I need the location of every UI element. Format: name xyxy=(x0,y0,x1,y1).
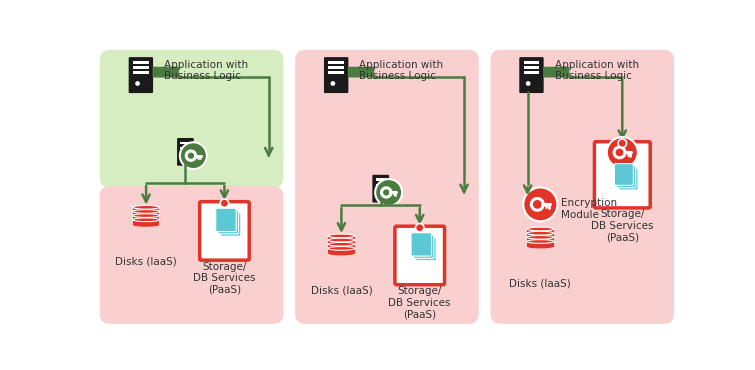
FancyBboxPatch shape xyxy=(395,226,445,285)
FancyBboxPatch shape xyxy=(296,51,478,323)
Circle shape xyxy=(415,223,424,232)
Ellipse shape xyxy=(133,214,159,218)
Bar xyxy=(328,248,355,253)
Ellipse shape xyxy=(527,245,553,248)
FancyBboxPatch shape xyxy=(177,138,194,166)
FancyBboxPatch shape xyxy=(594,142,650,208)
Bar xyxy=(133,66,149,69)
FancyBboxPatch shape xyxy=(519,57,544,93)
FancyBboxPatch shape xyxy=(617,166,636,188)
FancyBboxPatch shape xyxy=(218,211,239,234)
FancyBboxPatch shape xyxy=(416,238,436,261)
Text: Storage/
DB Services
(PaaS): Storage/ DB Services (PaaS) xyxy=(193,262,256,295)
Ellipse shape xyxy=(133,209,159,213)
Bar xyxy=(180,147,190,149)
Bar xyxy=(133,207,159,212)
Circle shape xyxy=(180,142,207,169)
FancyBboxPatch shape xyxy=(324,57,348,93)
FancyBboxPatch shape xyxy=(216,208,236,232)
FancyBboxPatch shape xyxy=(348,67,374,77)
FancyBboxPatch shape xyxy=(220,213,241,236)
FancyBboxPatch shape xyxy=(199,202,249,260)
Ellipse shape xyxy=(133,218,159,222)
Bar xyxy=(376,178,386,181)
FancyBboxPatch shape xyxy=(619,168,638,190)
FancyBboxPatch shape xyxy=(615,164,633,185)
Circle shape xyxy=(375,179,402,206)
Bar xyxy=(133,61,149,64)
Ellipse shape xyxy=(133,205,159,209)
Ellipse shape xyxy=(527,227,553,231)
Text: Encryption
Module: Encryption Module xyxy=(561,198,618,220)
Ellipse shape xyxy=(527,235,553,239)
Circle shape xyxy=(331,81,335,86)
Ellipse shape xyxy=(328,238,355,242)
Text: Disks (IaaS): Disks (IaaS) xyxy=(310,285,372,295)
FancyBboxPatch shape xyxy=(100,187,282,323)
Bar xyxy=(133,71,149,74)
Ellipse shape xyxy=(328,246,355,250)
Circle shape xyxy=(135,81,140,86)
Circle shape xyxy=(525,81,531,86)
FancyBboxPatch shape xyxy=(411,233,432,256)
Bar xyxy=(376,184,386,186)
Ellipse shape xyxy=(527,231,553,235)
Text: Storage/
DB Services
(PaaS): Storage/ DB Services (PaaS) xyxy=(591,209,654,243)
Text: Application with
Business Logic: Application with Business Logic xyxy=(359,60,443,81)
FancyBboxPatch shape xyxy=(153,67,179,77)
Bar xyxy=(328,71,344,74)
Ellipse shape xyxy=(527,240,553,243)
Bar xyxy=(328,240,355,245)
Bar xyxy=(527,229,553,234)
Ellipse shape xyxy=(328,234,355,238)
Bar xyxy=(133,216,159,221)
Bar xyxy=(133,220,159,225)
Text: Disks (IaaS): Disks (IaaS) xyxy=(510,278,572,288)
Bar xyxy=(523,71,539,74)
Circle shape xyxy=(618,139,627,148)
Circle shape xyxy=(182,156,186,161)
Bar xyxy=(527,242,553,246)
Text: Application with
Business Logic: Application with Business Logic xyxy=(555,60,639,81)
Bar xyxy=(328,66,344,69)
Bar xyxy=(180,142,190,144)
Circle shape xyxy=(607,137,638,168)
FancyBboxPatch shape xyxy=(128,57,153,93)
Bar xyxy=(523,61,539,64)
Ellipse shape xyxy=(328,242,355,246)
Bar xyxy=(133,211,159,216)
FancyBboxPatch shape xyxy=(492,51,673,323)
Bar xyxy=(527,237,553,242)
Circle shape xyxy=(377,193,381,197)
FancyBboxPatch shape xyxy=(414,235,434,258)
Text: Application with
Business Logic: Application with Business Logic xyxy=(164,60,248,81)
Bar xyxy=(328,244,355,249)
Bar xyxy=(527,233,553,238)
Text: Disks (IaaS): Disks (IaaS) xyxy=(116,256,177,266)
FancyBboxPatch shape xyxy=(543,67,569,77)
Text: Storage/
DB Services
(PaaS): Storage/ DB Services (PaaS) xyxy=(389,286,451,319)
Circle shape xyxy=(220,199,229,208)
Bar xyxy=(523,66,539,69)
Circle shape xyxy=(523,188,557,221)
Bar xyxy=(328,61,344,64)
Ellipse shape xyxy=(133,223,159,227)
Ellipse shape xyxy=(328,252,355,255)
FancyBboxPatch shape xyxy=(100,51,282,187)
FancyBboxPatch shape xyxy=(372,175,389,202)
Bar xyxy=(328,236,355,241)
